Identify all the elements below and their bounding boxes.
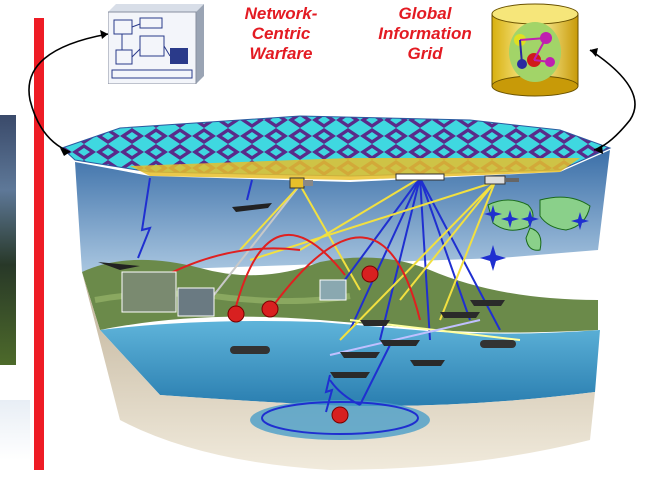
ship-icon (330, 300, 505, 378)
global-information-grid-label: Global Information Grid (378, 4, 472, 63)
star-markers (480, 205, 589, 271)
grid-gold-band (130, 158, 580, 180)
seabed-cross-section (82, 272, 595, 470)
soldier-photo (121, 271, 177, 313)
left-photo-strip (0, 115, 16, 365)
radio-link-bolts (137, 177, 334, 413)
sea-surface (100, 321, 600, 407)
aircraft-icon (98, 203, 272, 270)
sky-panel (75, 150, 610, 272)
left-photo-fragment (0, 400, 30, 460)
submarine-icon (230, 340, 516, 354)
database-cylinder-icon (491, 3, 579, 97)
red-vertical-bar (34, 18, 44, 470)
satellite-icon (484, 175, 519, 185)
radar-icon (227, 265, 379, 424)
schematic-diagram-icon (108, 4, 204, 84)
soldier-photo (319, 279, 347, 301)
connector-arrow-left (28, 33, 109, 153)
connector-arrow-right (589, 49, 636, 151)
soldier-photo (177, 287, 215, 317)
satellite-icon (395, 173, 445, 181)
network-centric-warfare-label: Network- Centric Warfare (244, 4, 318, 63)
satellite-icon (289, 177, 313, 189)
